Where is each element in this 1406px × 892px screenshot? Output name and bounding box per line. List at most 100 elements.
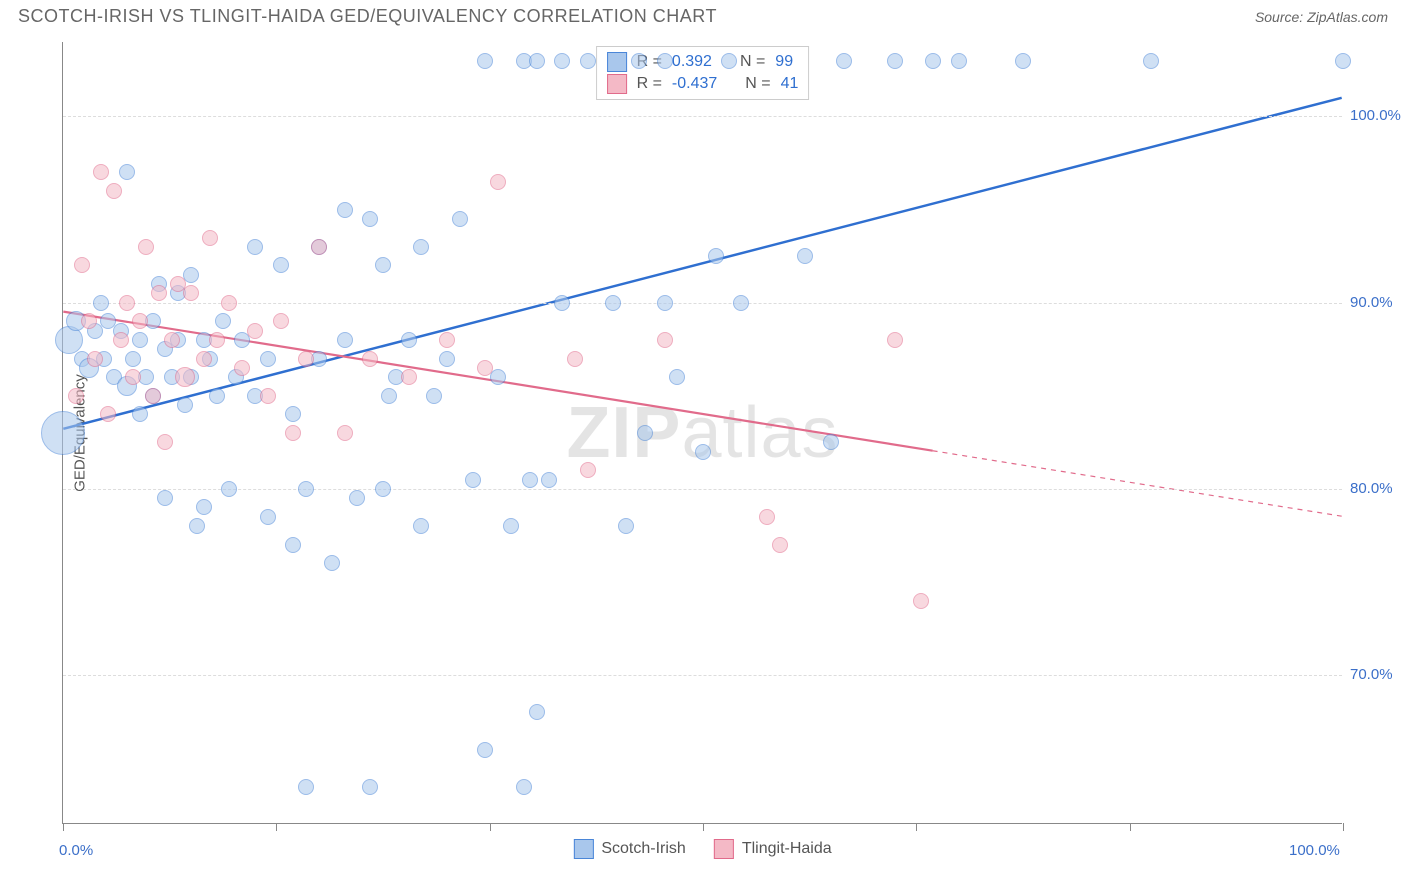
scatter-point [151, 285, 167, 301]
scatter-point [554, 295, 570, 311]
n-label: N = [745, 75, 770, 93]
scatter-point [554, 53, 570, 69]
scatter-point [541, 472, 557, 488]
scatter-point [477, 53, 493, 69]
scatter-point [298, 351, 314, 367]
chart-plot-area: GED/Equivalency ZIPatlas R = 0.392 N = 9… [62, 42, 1342, 824]
scatter-point [119, 295, 135, 311]
scatter-point [285, 425, 301, 441]
x-tick [916, 823, 917, 831]
scatter-point [132, 406, 148, 422]
scatter-point [605, 295, 621, 311]
legend-swatch-icon [714, 839, 734, 859]
scatter-point [177, 397, 193, 413]
scatter-point [157, 490, 173, 506]
scatter-point [324, 555, 340, 571]
scatter-point [298, 481, 314, 497]
x-tick [63, 823, 64, 831]
scatter-point [375, 481, 391, 497]
scatter-point [401, 332, 417, 348]
scatter-point [175, 367, 195, 387]
scatter-point [337, 332, 353, 348]
scatter-point [362, 351, 378, 367]
scatter-point [413, 239, 429, 255]
scatter-point [125, 369, 141, 385]
scatter-point [522, 472, 538, 488]
scatter-point [375, 257, 391, 273]
scatter-point [234, 360, 250, 376]
scatter-point [183, 285, 199, 301]
scatter-point [202, 230, 218, 246]
scatter-point [221, 295, 237, 311]
scatter-point [68, 388, 84, 404]
scatter-point [87, 351, 103, 367]
scatter-point [452, 211, 468, 227]
x-tick [276, 823, 277, 831]
scatter-point [337, 425, 353, 441]
legend-item-tlingit-haida: Tlingit-Haida [714, 839, 832, 859]
scatter-point [164, 332, 180, 348]
r-value-scotch-irish: 0.392 [672, 53, 712, 71]
scatter-point [81, 313, 97, 329]
scatter-point [477, 360, 493, 376]
scatter-point [836, 53, 852, 69]
scatter-point [247, 323, 263, 339]
scatter-point [567, 351, 583, 367]
scatter-point [138, 239, 154, 255]
y-tick-label: 100.0% [1350, 107, 1406, 124]
scatter-point [772, 537, 788, 553]
scatter-point [215, 313, 231, 329]
scatter-point [247, 239, 263, 255]
scatter-point [887, 332, 903, 348]
scatter-point [516, 779, 532, 795]
scatter-point [145, 388, 161, 404]
scatter-point [119, 164, 135, 180]
r-label: R = [637, 75, 662, 93]
scatter-point [337, 202, 353, 218]
scatter-point [439, 351, 455, 367]
x-tick [490, 823, 491, 831]
scatter-point [311, 239, 327, 255]
scatter-point [1015, 53, 1031, 69]
scatter-point [381, 388, 397, 404]
scatter-point [887, 53, 903, 69]
scatter-point [260, 351, 276, 367]
scatter-point [113, 332, 129, 348]
x-tick-label: 0.0% [59, 842, 93, 859]
scatter-point [721, 53, 737, 69]
scatter-point [477, 742, 493, 758]
scatter-point [209, 332, 225, 348]
scatter-point [196, 499, 212, 515]
legend-swatch-scotch-irish [607, 52, 627, 72]
n-value-tlingit-haida: 41 [781, 75, 799, 93]
legend-item-scotch-irish: Scotch-Irish [573, 839, 685, 859]
legend-swatch-icon [573, 839, 593, 859]
y-tick-label: 80.0% [1350, 480, 1406, 497]
scatter-point [657, 332, 673, 348]
scatter-point [362, 779, 378, 795]
x-tick [1343, 823, 1344, 831]
scatter-point [618, 518, 634, 534]
x-tick [703, 823, 704, 831]
scatter-point [100, 406, 116, 422]
scatter-point [580, 462, 596, 478]
scatter-point [733, 295, 749, 311]
legend-label: Tlingit-Haida [742, 840, 832, 858]
legend-swatch-tlingit-haida [607, 74, 627, 94]
scatter-point [260, 509, 276, 525]
scatter-point [349, 490, 365, 506]
scatter-point [759, 509, 775, 525]
scatter-point [189, 518, 205, 534]
source-label: Source: ZipAtlas.com [1255, 9, 1388, 25]
scatter-point [413, 518, 429, 534]
scatter-point [925, 53, 941, 69]
scatter-point [157, 434, 173, 450]
scatter-point [93, 295, 109, 311]
scatter-point [1143, 53, 1159, 69]
scatter-point [401, 369, 417, 385]
scatter-point [273, 257, 289, 273]
scatter-point [580, 53, 596, 69]
y-tick-label: 70.0% [1350, 666, 1406, 683]
scatter-point [426, 388, 442, 404]
scatter-point [669, 369, 685, 385]
